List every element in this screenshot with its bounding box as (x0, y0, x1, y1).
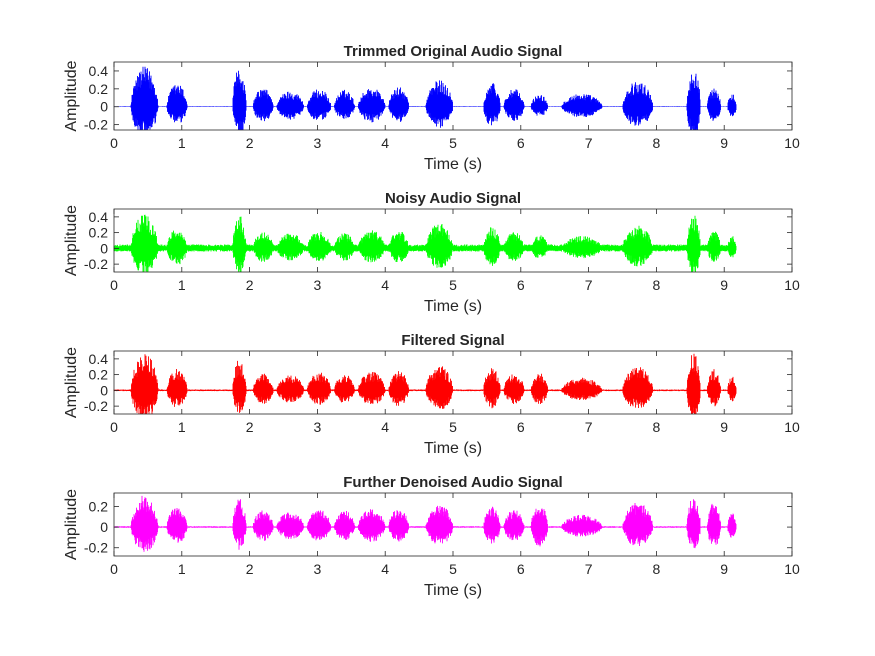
subplot-title: Trimmed Original Audio Signal (344, 43, 563, 60)
y-tick-label: -0.2 (84, 117, 108, 133)
x-tick-label: 6 (517, 135, 525, 151)
y-tick-label: 0.2 (89, 81, 109, 97)
y-tick-label: -0.2 (84, 256, 108, 272)
x-tick-label: 5 (449, 419, 457, 435)
x-tick-label: 9 (720, 561, 728, 577)
x-tick-label: 5 (449, 561, 457, 577)
y-tick-label: 0 (100, 240, 108, 256)
y-tick-label: 0 (100, 519, 108, 535)
x-tick-label: 7 (585, 561, 593, 577)
x-tick-label: 3 (314, 135, 322, 151)
plot-area (114, 493, 792, 556)
x-tick-label: 6 (517, 561, 525, 577)
y-tick-label: -0.2 (84, 540, 108, 556)
x-tick-label: 2 (246, 277, 254, 293)
x-tick-label: 10 (784, 561, 800, 577)
y-tick-label: -0.2 (84, 398, 108, 414)
x-tick-label: 6 (517, 419, 525, 435)
x-tick-label: 6 (517, 277, 525, 293)
x-tick-label: 8 (653, 135, 661, 151)
x-tick-label: 10 (784, 419, 800, 435)
y-axis-label: Amplitude (63, 347, 80, 418)
x-tick-label: 9 (720, 135, 728, 151)
x-tick-label: 0 (110, 135, 118, 151)
x-tick-label: 4 (381, 135, 389, 151)
x-axis-label: Time (s) (424, 156, 482, 173)
y-tick-label: 0.4 (89, 209, 109, 225)
x-tick-label: 9 (720, 277, 728, 293)
x-axis-label: Time (s) (424, 440, 482, 457)
y-tick-label: 0.2 (89, 498, 109, 514)
y-axis-label: Amplitude (63, 205, 80, 276)
x-tick-label: 7 (585, 135, 593, 151)
x-tick-label: 0 (110, 561, 118, 577)
x-axis-label: Time (s) (424, 582, 482, 599)
y-axis-label: Amplitude (63, 60, 80, 131)
x-tick-label: 8 (653, 277, 661, 293)
x-tick-label: 0 (110, 277, 118, 293)
x-tick-label: 4 (381, 561, 389, 577)
x-tick-label: 5 (449, 277, 457, 293)
x-tick-label: 2 (246, 135, 254, 151)
plot-area (114, 62, 792, 130)
x-tick-label: 1 (178, 277, 186, 293)
x-tick-label: 10 (784, 277, 800, 293)
x-tick-label: 2 (246, 561, 254, 577)
x-tick-label: 1 (178, 419, 186, 435)
y-tick-label: 0 (100, 382, 108, 398)
x-tick-label: 7 (585, 277, 593, 293)
x-tick-label: 8 (653, 561, 661, 577)
x-tick-label: 4 (381, 277, 389, 293)
x-tick-label: 1 (178, 135, 186, 151)
x-tick-label: 4 (381, 419, 389, 435)
y-tick-label: 0.2 (89, 225, 109, 241)
x-tick-label: 7 (585, 419, 593, 435)
y-tick-label: 0.4 (89, 63, 109, 79)
subplot-title: Noisy Audio Signal (385, 190, 521, 207)
y-axis-label: Amplitude (63, 489, 80, 560)
plot-area (114, 209, 792, 272)
x-axis-label: Time (s) (424, 298, 482, 315)
x-tick-label: 5 (449, 135, 457, 151)
x-tick-label: 3 (314, 561, 322, 577)
x-tick-label: 0 (110, 419, 118, 435)
x-tick-label: 9 (720, 419, 728, 435)
subplot-title: Further Denoised Audio Signal (343, 474, 562, 491)
x-tick-label: 2 (246, 419, 254, 435)
y-tick-label: 0.4 (89, 351, 109, 367)
x-tick-label: 3 (314, 419, 322, 435)
y-tick-label: 0.2 (89, 367, 109, 383)
plot-area (114, 351, 792, 414)
subplot-title: Filtered Signal (401, 332, 504, 349)
x-tick-label: 1 (178, 561, 186, 577)
y-tick-label: 0 (100, 99, 108, 115)
x-tick-label: 10 (784, 135, 800, 151)
x-tick-label: 8 (653, 419, 661, 435)
x-tick-label: 3 (314, 277, 322, 293)
